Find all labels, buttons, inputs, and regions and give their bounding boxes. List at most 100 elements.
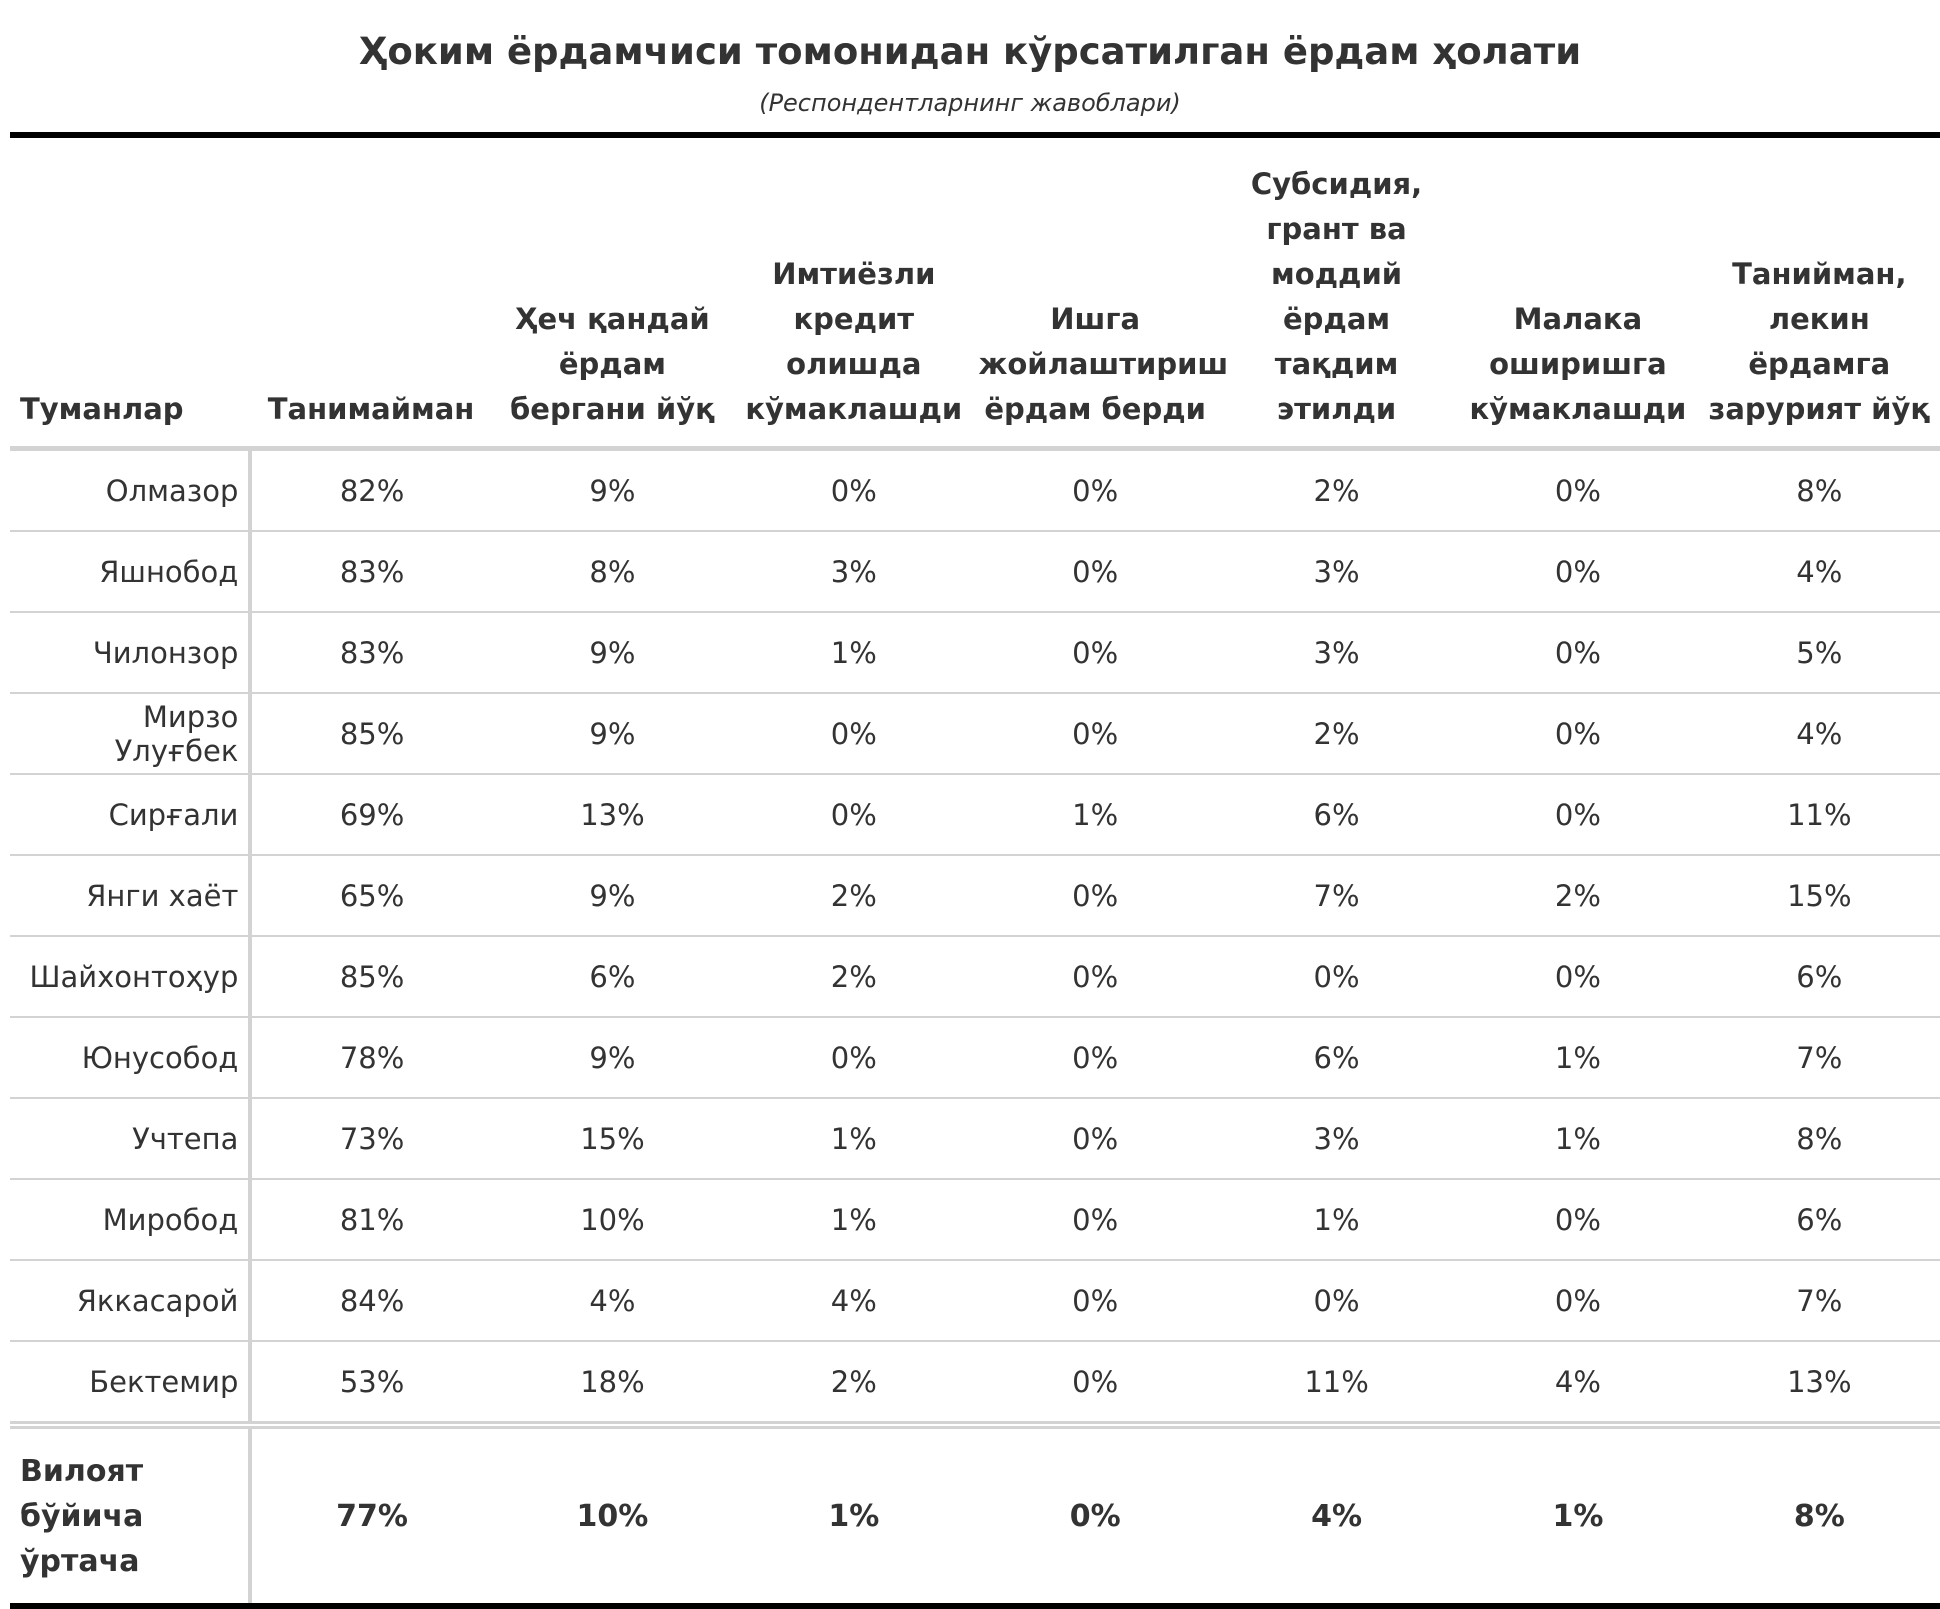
table-cell: 0% [733,1017,975,1099]
table-cell: 0% [1457,693,1699,775]
top-rule [10,132,1940,138]
table-cell: 9% [491,448,734,532]
row-label: Учтепа [10,1098,253,1180]
data-table: Туманлар Танимайман Ҳеч қандай ёрдам берга… [10,138,1940,1609]
table-cell: 4% [491,1260,734,1342]
table-cell: 0% [733,693,975,775]
table-cell: 0% [1457,531,1699,613]
table-cell: 1% [733,1098,975,1180]
row-label: Яшнобод [10,531,253,613]
table-cell: 2% [1215,693,1458,775]
table-cell: 0% [974,1017,1216,1099]
row-label: Бектемир [10,1341,253,1425]
table-row: Яккасарой 84% 4% 4% 0% 0% 0% 7% [10,1260,1940,1342]
header-row: Туманлар Танимайман Ҳеч қандай ёрдам берга… [10,138,1940,451]
table-cell: 2% [1215,448,1458,532]
table-cell: 6% [1698,936,1940,1018]
table-cell: 78% [250,1017,492,1099]
table-cell: 9% [491,1017,734,1099]
table-row: Шайхонтоҳур 85% 6% 2% 0% 0% 0% 6% [10,936,1940,1018]
row-label: Миробод [10,1179,253,1261]
column-header: Туманлар [10,138,251,451]
column-header: Ишга жойлаштириш ёрдам берди [974,138,1228,451]
table-cell: 8% [1698,448,1940,532]
table-header: Туманлар Танимайман Ҳеч қандай ёрдам берга… [10,138,1940,451]
row-label: Янги хаёт [10,855,253,937]
table-cell: 3% [1215,531,1458,613]
table-cell: 0% [1072,1364,1119,1399]
table-cell: 9% [491,855,734,937]
table-cell: 0% [1457,448,1699,532]
table-cell: 3% [733,531,975,613]
column-header: Ҳеч қандай ёрдам бергани йўқ [491,138,734,451]
table-cell: 1% [1215,1179,1458,1261]
table-row: Сирғали 69% 13% 0% 1% 6% 0% 11% [10,774,1940,856]
table-cell: 1% [974,774,1216,856]
total-cell: 1% [733,1421,975,1609]
total-cell: 1% [1457,1421,1699,1609]
table-row: Янги хаёт 65% 9% 2% 0% 7% 2% 15% [10,855,1940,937]
table-cell: 10% [491,1179,734,1261]
table-cell: 8% [1698,1098,1940,1180]
table-cell: 0% [1457,1260,1699,1342]
table-cell: 0% [974,855,1216,937]
table-cell: 6% [1215,774,1458,856]
total-cell: 0% [974,1421,1216,1609]
page-title: Ҳоким ёрдамчиси томонидан кўрсатилган ёр… [358,30,1582,73]
table-row: Яшнобод 83% 8% 3% 0% 3% 0% 4% [10,531,1940,613]
table-cell: 6% [1215,1017,1458,1099]
table-cell: 82% [250,448,492,532]
table-cell: 2% [733,936,975,1018]
table-cell: 0% [1457,936,1699,1018]
table-cell: 0% [974,1260,1216,1342]
table-cell: 53% [339,1364,405,1399]
table-cell: 0% [1215,936,1458,1018]
table-cell: 3% [1215,1098,1458,1180]
table-cell: 0% [974,693,1216,775]
table-cell: 0% [974,1179,1216,1261]
table-cell: 81% [250,1179,492,1261]
table-body: Олмазор 82% 9% 0% 0% 2% 0% 8% Яшнобод 83% 8% 3% 0% 3%… [10,448,1940,1425]
table-row: Юнусобод 78% 9% 0% 0% 6% 1% 7% [10,1017,1940,1099]
table-cell: 0% [974,531,1216,613]
table-cell: 73% [250,1098,492,1180]
table-cell: 4% [1554,1364,1601,1399]
table-cell: 85% [250,693,492,775]
table-cell: 0% [1457,1179,1699,1261]
total-label: Вилоят бўйича ўртача [10,1421,253,1609]
table-cell: 11% [1698,774,1940,856]
table-cell: 4% [1698,693,1940,775]
row-label: Мирзо Улуғбек [10,693,253,775]
table-cell: 15% [1698,855,1940,937]
table-cell: 13% [1787,1364,1852,1399]
total-cell: 8% [1698,1421,1940,1609]
table-cell: 1% [1457,1017,1699,1099]
row-label: Сирғали [10,774,253,856]
table-cell: 0% [974,1098,1216,1180]
table-cell: 5% [1698,612,1940,694]
table-cell: 4% [1698,531,1940,613]
table-cell: 0% [1457,774,1699,856]
table-cell: 18% [580,1364,645,1399]
table-cell: 0% [974,612,1216,694]
row-label: Олмазор [10,448,253,532]
table-cell: 2% [733,855,975,937]
total-cell: 10% [491,1421,734,1609]
table-cell: 2% [830,1364,877,1399]
table-cell: 9% [491,612,734,694]
table-cell: 69% [250,774,492,856]
table-row: Миробод 81% 10% 1% 0% 1% 0% 6% [10,1179,1940,1261]
table-cell: 0% [974,936,1216,1018]
row-label: Чилонзор [10,612,253,694]
table-row: Мирзо Улуғбек 85% 9% 0% 0% 2% 0% 4% [10,693,1940,775]
table-cell: 6% [1698,1179,1940,1261]
column-header: Танимайман [250,138,492,451]
table-cell: 0% [1457,612,1699,694]
total-cell: 4% [1215,1421,1458,1609]
table-cell: 8% [491,531,734,613]
table-cell: 84% [250,1260,492,1342]
table-cell: 0% [733,448,975,532]
table-cell: 85% [250,936,492,1018]
table-cell: 1% [733,1179,975,1261]
